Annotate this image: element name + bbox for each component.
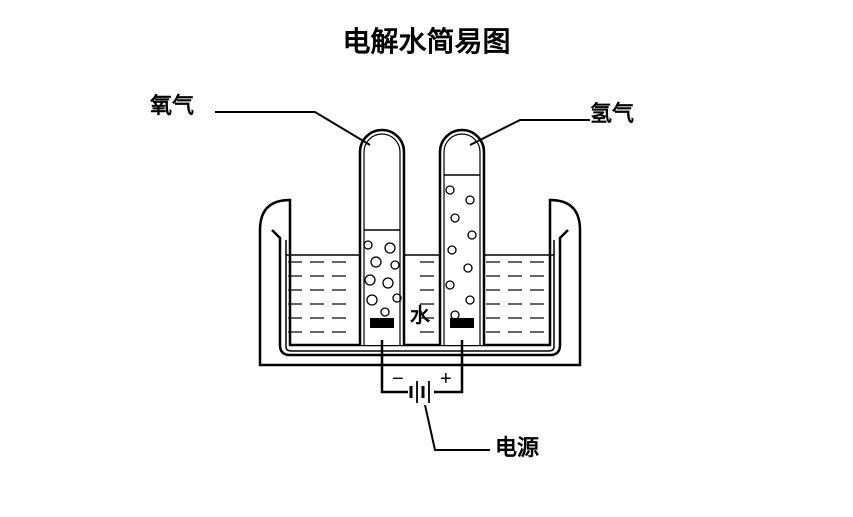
svg-text:−: − bbox=[392, 368, 404, 390]
svg-text:水: 水 bbox=[410, 304, 431, 327]
electrolysis-diagram: 水 − + bbox=[0, 0, 853, 517]
svg-text:+: + bbox=[440, 368, 452, 390]
